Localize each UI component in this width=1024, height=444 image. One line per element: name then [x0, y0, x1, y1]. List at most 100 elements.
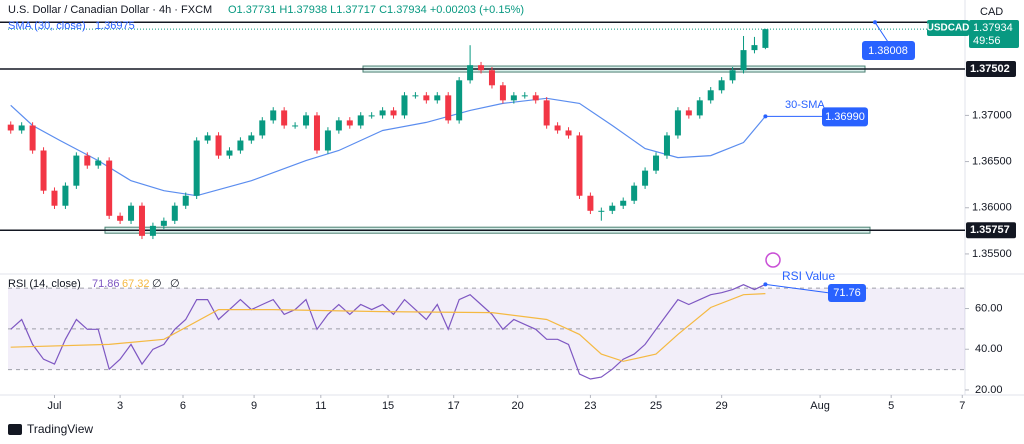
rsi-legend-value: 71.86 [92, 278, 120, 290]
candle-body [215, 135, 222, 156]
callout-text: 1.38008 [868, 45, 908, 57]
logo-text: TradingView [27, 422, 93, 436]
price-badge [927, 20, 969, 36]
level-axis-label: 1.35757 [970, 224, 1010, 236]
candle-body [565, 130, 572, 136]
x-tick-label: 25 [650, 400, 662, 412]
candle-body [18, 125, 25, 131]
symbol-badge: USDCAD [927, 23, 970, 34]
candle-body [324, 130, 331, 151]
candle-body [543, 100, 550, 126]
candle-body [674, 110, 681, 136]
x-tick-label: 7 [959, 400, 965, 412]
candle-body [117, 215, 124, 221]
rsi-annotation: RSI Value [782, 269, 835, 283]
sma-callout-text: 1.36990 [825, 111, 865, 123]
candle-body [73, 155, 80, 186]
candle-body [182, 195, 189, 206]
rsi-legend-value: ∅ [170, 278, 180, 290]
candle-body [576, 135, 583, 196]
callout-box [862, 41, 915, 60]
y-tick-label: 1.36000 [972, 202, 1012, 214]
candle-body [434, 95, 441, 101]
x-tick-label: 9 [251, 400, 257, 412]
x-tick-label: 17 [448, 400, 460, 412]
candle-body [620, 200, 627, 206]
candle-body [751, 45, 758, 51]
candle-body [51, 190, 58, 206]
candle-body [631, 185, 638, 201]
candle-body [84, 155, 91, 166]
x-tick-label: 29 [716, 400, 728, 412]
candle-body [303, 115, 310, 126]
price-axis-value: 1.37934 [973, 22, 1013, 34]
rsi-ma-line [10, 293, 766, 362]
candle-body [445, 95, 452, 121]
logo-mark [8, 424, 22, 435]
y-tick-label: 20.00 [975, 384, 1003, 396]
candle-body [259, 120, 266, 136]
candle-body [226, 150, 233, 156]
candle-body [270, 110, 277, 121]
candle-body [521, 95, 528, 97]
x-tick-label: 20 [512, 400, 524, 412]
rsi-legend-value: ∅ [152, 278, 162, 290]
y-tick-label: 1.36500 [972, 155, 1012, 167]
rsi-leader [765, 283, 831, 294]
candle-body [292, 125, 299, 127]
y-tick-label: 1.37000 [972, 109, 1012, 121]
callout-leader [874, 22, 889, 43]
candle-body [368, 115, 375, 117]
candle-body [379, 110, 386, 116]
ohlc-quote: O1.37731 H1.37938 L1.37717 C1.37934 +0.0… [228, 4, 524, 16]
sma-legend: SMA (30, close) [8, 20, 86, 32]
callout-anchor [873, 20, 877, 25]
alert-icon [765, 252, 781, 268]
candle-body [128, 205, 135, 221]
rsi-legend-value: 67.32 [122, 278, 150, 290]
candle-body [467, 65, 474, 81]
candle-body [707, 90, 714, 101]
candle-body [29, 125, 36, 151]
x-tick-label: 5 [888, 400, 894, 412]
candle-body [193, 140, 200, 196]
candle-body [313, 115, 320, 151]
candle-body [740, 50, 747, 71]
candle-body [696, 100, 703, 116]
price-axis-badge [969, 20, 1019, 48]
candle-body [171, 205, 178, 221]
bar-countdown: 49:56 [973, 35, 1001, 47]
candle-body [138, 205, 145, 236]
y-tick-label: 60.00 [975, 302, 1003, 314]
x-tick-label: 6 [180, 400, 186, 412]
candle-body [204, 135, 211, 141]
candle-body [248, 135, 255, 141]
y-tick-label: 40.00 [975, 343, 1003, 355]
candle-body [390, 110, 397, 116]
x-tick-label: 11 [315, 400, 326, 412]
candle-body [401, 95, 408, 116]
candle-body [510, 95, 517, 101]
candle-body [106, 160, 113, 216]
candle-body [456, 80, 463, 121]
candle-body [281, 110, 288, 126]
candle-body [149, 225, 156, 236]
currency: CAD [980, 6, 1003, 18]
symbol-title: U.S. Dollar / Canadian Dollar · 4h · FXC… [8, 4, 212, 16]
candle-body [335, 120, 342, 131]
sma-callout-box [822, 107, 868, 127]
candle-body [357, 115, 364, 126]
candle-body [554, 125, 561, 131]
rsi-callout-box [828, 284, 866, 302]
candle-body [62, 185, 69, 206]
candle-body [642, 170, 649, 186]
level-axis-label-bg [966, 61, 1016, 78]
rsi-callout-text: 71.76 [833, 287, 861, 299]
x-tick-label: Aug [810, 400, 830, 412]
level-axis-label-bg [966, 222, 1016, 239]
candle-body [718, 80, 725, 91]
plot-layer: Jul 3 6 9 11 15 17 20 23 25 29 Aug 5 7 1.37000 1.36500 1… [0, 20, 1019, 412]
candle-body [423, 95, 430, 101]
candle-body [7, 124, 14, 131]
candle-body [346, 120, 353, 126]
